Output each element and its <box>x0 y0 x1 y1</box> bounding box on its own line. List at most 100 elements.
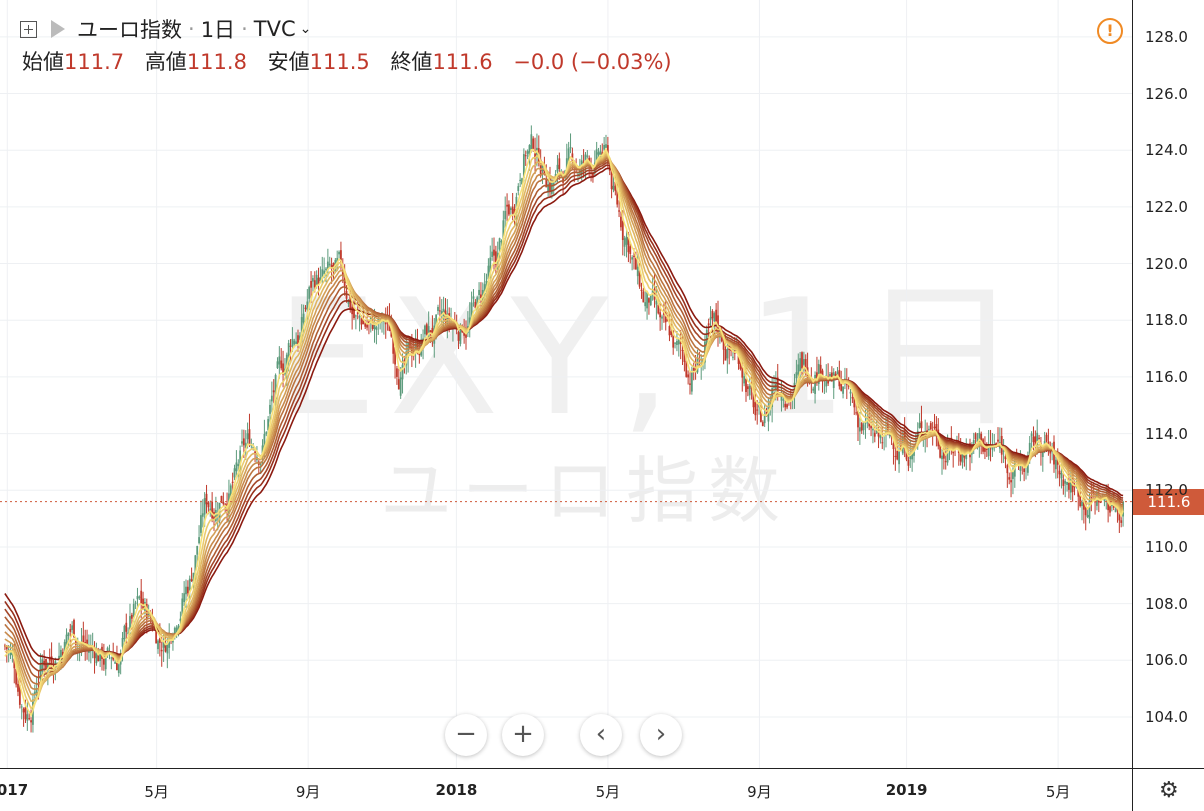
candle-body <box>196 545 199 555</box>
candle-body <box>1062 479 1065 486</box>
candle-body <box>842 386 844 394</box>
candle-body <box>375 327 378 330</box>
zoom-out-button[interactable]: − <box>445 714 487 756</box>
candle-body <box>550 182 553 194</box>
candle-body <box>431 327 434 339</box>
candle-body <box>142 598 144 609</box>
candle-body <box>543 168 546 175</box>
candle-body <box>13 658 16 669</box>
candle-body <box>134 602 137 604</box>
candle-body <box>478 289 480 296</box>
candle-body <box>690 372 693 392</box>
time-axis-label: 2019 <box>885 781 928 799</box>
candle-body <box>173 627 176 635</box>
candle-body <box>836 371 839 375</box>
candle-body <box>114 662 116 664</box>
candle-body <box>980 433 983 445</box>
candle-body <box>330 264 333 270</box>
candlestick-chart <box>0 0 1132 768</box>
candle-body <box>875 429 878 433</box>
candle-body <box>677 339 680 345</box>
candle-body <box>618 210 620 212</box>
candle-body <box>181 598 184 617</box>
candle-body <box>46 663 49 670</box>
candle-body <box>935 424 938 437</box>
candle-body <box>765 411 768 417</box>
candle-body <box>519 179 522 181</box>
candle-body <box>1041 448 1044 458</box>
time-axis-label: 9月 <box>295 783 321 801</box>
candle-body <box>928 428 930 430</box>
candle-body <box>392 335 395 354</box>
flag-icon[interactable] <box>51 20 65 38</box>
candle-body <box>513 208 516 215</box>
candle-body <box>1082 499 1085 510</box>
settings-corner[interactable]: ⚙ <box>1132 768 1204 811</box>
candle-body <box>58 655 60 659</box>
candle-body <box>840 383 843 391</box>
candle-body <box>674 342 676 344</box>
high-value: 111.8 <box>186 50 247 74</box>
candle-body <box>797 364 800 375</box>
time-axis[interactable]: 2017 5月 9月 2018 5月 9月 2019 5月 <box>0 768 1132 811</box>
candle-body <box>67 632 70 636</box>
candle-body <box>117 664 120 674</box>
candle-body <box>289 345 292 347</box>
candle-body <box>773 386 775 388</box>
candle-body <box>802 359 805 365</box>
candle-body <box>394 347 396 365</box>
gear-icon[interactable]: ⚙ <box>1159 778 1179 803</box>
candle-body <box>1092 491 1095 494</box>
open-label: 始値 <box>22 50 64 74</box>
candle-body <box>310 281 312 288</box>
scroll-left-button[interactable]: ‹ <box>580 714 622 756</box>
candle-body <box>668 326 671 336</box>
zoom-in-button[interactable]: + <box>502 714 544 756</box>
candle-body <box>104 656 107 670</box>
candle-body <box>638 270 641 287</box>
candle-body <box>244 442 247 449</box>
candle-body <box>780 393 783 401</box>
candle-body <box>825 375 828 387</box>
candle-body <box>73 619 75 637</box>
candle-body <box>972 440 975 444</box>
candle-body <box>754 402 757 416</box>
candle-body <box>112 656 115 660</box>
candle-body <box>629 246 632 254</box>
ohlc-legend: 始値111.7 高値111.8 安値111.5 終値111.6 −0.0 (−0… <box>22 46 686 76</box>
time-axis-label: 2018 <box>435 781 478 799</box>
candle-body <box>1030 433 1033 437</box>
chevron-down-icon[interactable]: ⌄ <box>299 21 312 37</box>
scroll-right-button[interactable]: › <box>640 714 682 756</box>
candle-body <box>69 629 72 632</box>
candle-body <box>894 455 897 457</box>
candle-body <box>687 374 690 378</box>
candle-body <box>470 302 473 320</box>
source-label[interactable]: TVC <box>253 17 296 41</box>
candle-body <box>870 426 872 429</box>
candle-body <box>1107 499 1110 511</box>
interval-label[interactable]: 1日 <box>200 18 236 42</box>
candle-body <box>1064 481 1067 484</box>
candle-body <box>616 190 619 205</box>
candle-body <box>304 307 307 309</box>
candle-body <box>644 302 647 307</box>
chart-plot-area[interactable]: EXY, 1日 ユーロ指数 ユーロ指数 · 1日 · TVC ⌄ 始値111.7… <box>0 0 1132 768</box>
candle-body <box>242 438 245 446</box>
candle-body <box>610 165 613 190</box>
candle-body <box>1069 479 1072 493</box>
candle-body <box>132 603 135 618</box>
candle-body <box>347 299 350 304</box>
candle-body <box>1088 500 1091 519</box>
candle-body <box>252 446 255 449</box>
candle-body <box>164 643 167 652</box>
symbol-name[interactable]: ユーロ指数 <box>77 18 182 42</box>
price-axis[interactable]: 111.6 104.0 106.0 108.0 110.0 112.0 114.0 116.… <box>1132 0 1204 768</box>
candle-body <box>1038 437 1040 439</box>
warning-icon[interactable]: ! <box>1097 18 1123 44</box>
expand-icon[interactable] <box>20 20 37 38</box>
candle-body <box>214 509 217 522</box>
candle-body <box>648 298 650 303</box>
candle-body <box>407 342 410 358</box>
candle-body <box>500 241 503 243</box>
